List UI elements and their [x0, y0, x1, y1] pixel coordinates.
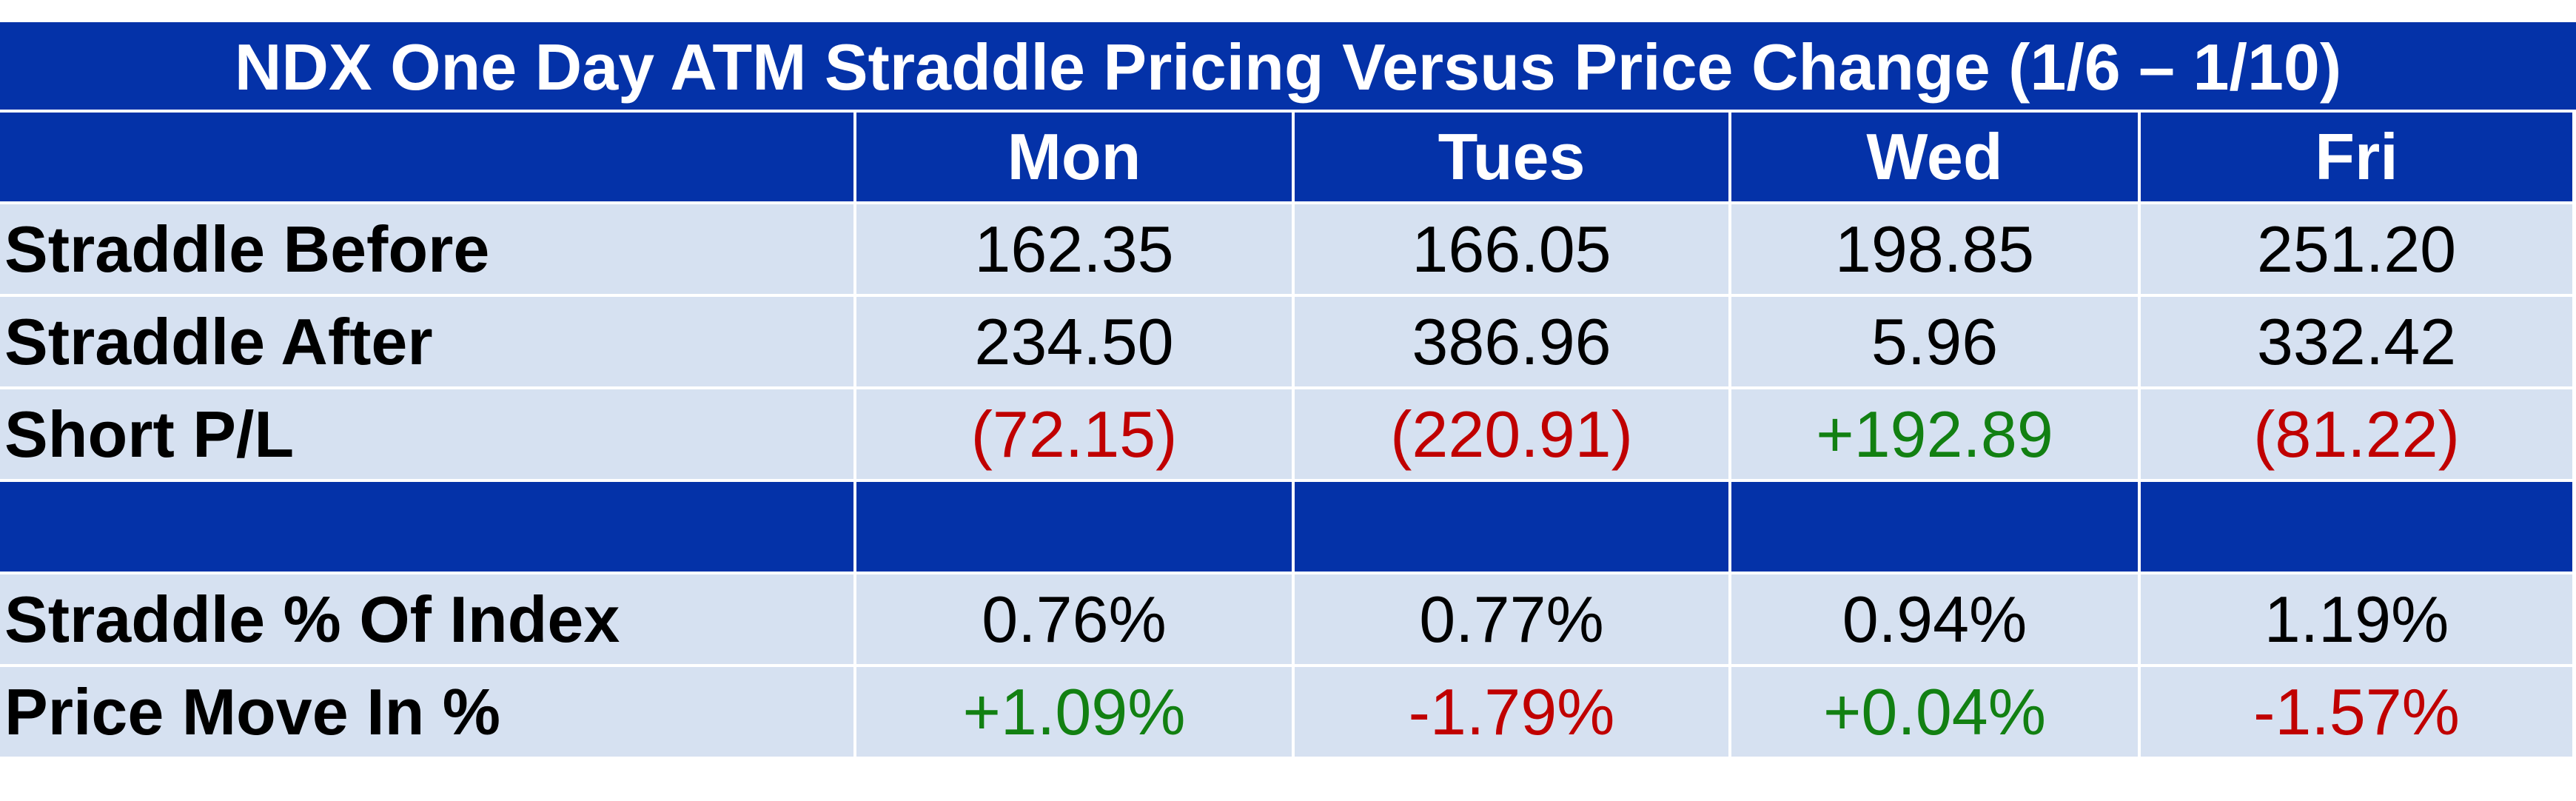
cell-value: 386.96	[1293, 295, 1731, 389]
cell-value: 251.20	[2139, 203, 2576, 297]
cell-value: 234.50	[855, 295, 1295, 389]
separator-cell	[855, 480, 1295, 574]
cell-value: -1.57%	[2139, 666, 2576, 760]
cell-value: +0.04%	[1730, 666, 2141, 760]
separator-row	[0, 480, 2576, 574]
row-label: Short P/L	[0, 388, 856, 482]
column-header-tues: Tues	[1293, 113, 1731, 204]
cell-value: (72.15)	[855, 388, 1295, 482]
row-short-pl: Short P/L (72.15) (220.91) +192.89 (81.2…	[0, 388, 2576, 482]
row-label: Straddle Before	[0, 203, 856, 297]
separator-cell	[1730, 480, 2141, 574]
cell-value: 166.05	[1293, 203, 1731, 297]
row-label: Price Move In %	[0, 666, 856, 760]
row-price-move-pct: Price Move In % +1.09% -1.79% +0.04% -1.…	[0, 666, 2576, 760]
row-straddle-before: Straddle Before 162.35 166.05 198.85 251…	[0, 203, 2576, 297]
cell-value: 0.77%	[1293, 573, 1731, 667]
column-header-fri: Fri	[2139, 113, 2576, 204]
cell-value: -1.79%	[1293, 666, 1731, 760]
cell-value: 162.35	[855, 203, 1295, 297]
row-straddle-after: Straddle After 234.50 386.96 5.96 332.42	[0, 295, 2576, 389]
separator-cell	[1293, 480, 1731, 574]
cell-value: 332.42	[2139, 295, 2576, 389]
header-row: Mon Tues Wed Fri	[0, 113, 2576, 204]
cell-value: +192.89	[1730, 388, 2141, 482]
separator-cell	[2139, 480, 2576, 574]
data-grid: Mon Tues Wed Fri Straddle Before 162.35 …	[0, 113, 2576, 760]
column-header-mon: Mon	[855, 113, 1295, 204]
cell-value: +1.09%	[855, 666, 1295, 760]
table-title: NDX One Day ATM Straddle Pricing Versus …	[0, 22, 2576, 113]
row-straddle-pct-of-index: Straddle % Of Index 0.76% 0.77% 0.94% 1.…	[0, 573, 2576, 667]
column-header-wed: Wed	[1730, 113, 2141, 204]
row-label: Straddle After	[0, 295, 856, 389]
cell-value: 198.85	[1730, 203, 2141, 297]
cell-value: 5.96	[1730, 295, 2141, 389]
separator-cell	[0, 480, 856, 574]
row-label: Straddle % Of Index	[0, 573, 856, 667]
cell-value: 0.94%	[1730, 573, 2141, 667]
header-corner-cell	[0, 113, 856, 204]
cell-value: 1.19%	[2139, 573, 2576, 667]
cell-value: (81.22)	[2139, 388, 2576, 482]
straddle-table: NDX One Day ATM Straddle Pricing Versus …	[0, 22, 2576, 760]
cell-value: 0.76%	[855, 573, 1295, 667]
cell-value: (220.91)	[1293, 388, 1731, 482]
